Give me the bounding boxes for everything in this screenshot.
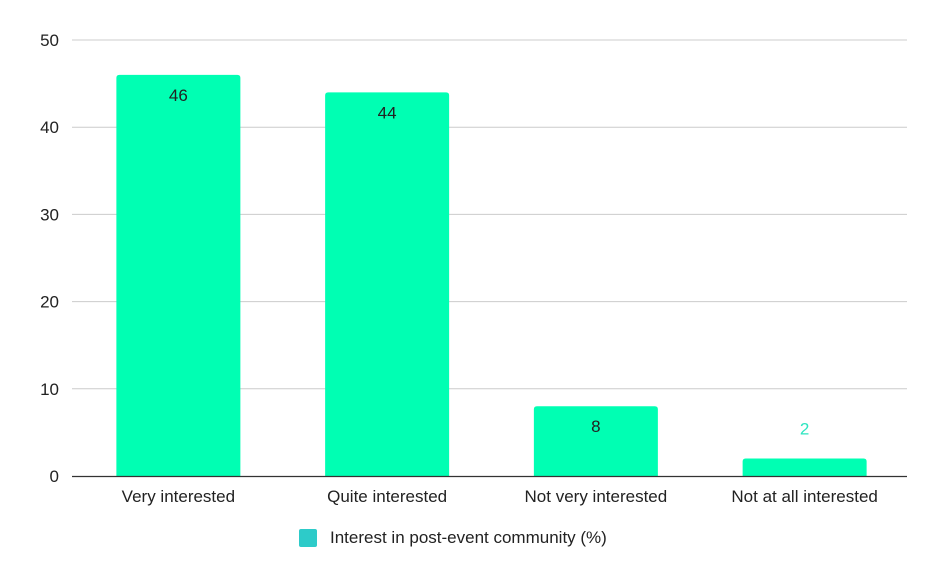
data-label: 8 [591,417,600,436]
y-tick-label: 40 [40,118,59,137]
y-tick-label: 50 [40,31,59,50]
x-tick-label: Not very interested [525,487,668,506]
x-axis: Very interested Quite interested Not very … [72,475,907,506]
bars: 46 44 8 2 [116,74,867,476]
data-label: 46 [169,86,188,105]
legend-label: Interest in post-event community (%) [330,528,607,547]
y-tick-label: 10 [40,380,59,399]
x-tick-label: Not at all interested [731,487,877,506]
bar [325,92,450,476]
y-tick-label: 30 [40,205,59,224]
bar [533,406,658,476]
legend: Interest in post-event community (%) [299,528,607,548]
bar [116,74,241,476]
y-tick-label: 0 [50,467,59,486]
bar [742,458,867,476]
data-label: 2 [800,420,809,439]
y-tick-label: 20 [40,293,59,312]
y-axis: 0 10 20 30 40 50 [40,31,59,486]
legend-swatch [299,529,317,547]
x-tick-label: Quite interested [327,487,447,506]
data-label: 44 [378,103,397,122]
x-tick-label: Very interested [122,487,235,506]
